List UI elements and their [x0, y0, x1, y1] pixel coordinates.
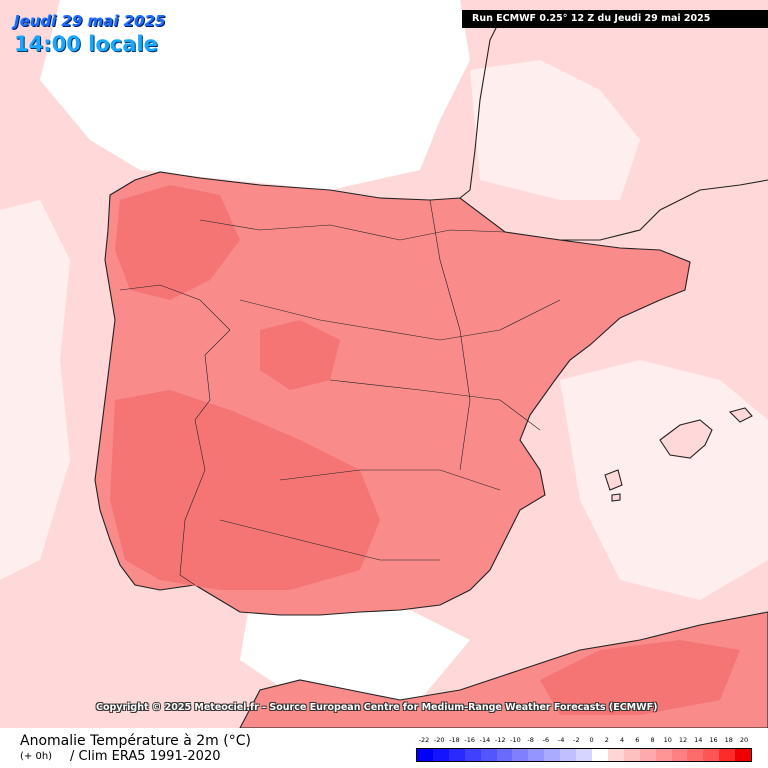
- legend-swatch: [464, 749, 481, 761]
- legend-swatch: [735, 749, 752, 761]
- legend-label: 8: [650, 736, 655, 744]
- near-zero-area-biscay: [40, 0, 470, 190]
- legend-label: 12: [678, 736, 688, 744]
- legend-label: -16: [464, 736, 476, 744]
- map-title: Anomalie Température à 2m (°C): [20, 733, 251, 749]
- majorca-island: [659, 419, 713, 459]
- ibiza-island: [604, 469, 623, 491]
- legend-swatch: [417, 749, 433, 761]
- legend-swatch: [607, 749, 624, 761]
- legend-label: -22: [418, 736, 430, 744]
- warm-area-southwest-france: [470, 180, 768, 270]
- france-coast: [459, 19, 768, 241]
- legend-swatch: [512, 749, 529, 761]
- legend-swatch: [432, 749, 449, 761]
- legend-label: -2: [573, 736, 580, 744]
- legend-label: 2: [604, 736, 609, 744]
- forecast-date: Jeudi 29 mai 2025: [14, 12, 166, 30]
- legend-swatch: [544, 749, 561, 761]
- near-zero-area-atlantic: [0, 200, 70, 580]
- portugal-border: [119, 284, 231, 586]
- legend-swatch: [448, 749, 465, 761]
- legend-label: -18: [449, 736, 460, 744]
- hot-area-north-africa: [540, 640, 740, 715]
- legend-swatch: [703, 749, 720, 761]
- copyright-notice: Copyright © 2025 Meteociel.fr - Source E…: [96, 702, 658, 713]
- forecast-step: (+ 0h): [20, 751, 53, 762]
- legend-label: 10: [663, 736, 672, 744]
- legend-swatch: [591, 749, 608, 761]
- legend-swatch: [655, 749, 672, 761]
- legend-swatch: [687, 749, 704, 761]
- legend-label: -6: [542, 736, 550, 744]
- legend-label: 0: [589, 736, 594, 744]
- legend-label: -12: [494, 736, 506, 744]
- legend-label: -8: [527, 736, 534, 744]
- legend-swatch: [528, 749, 545, 761]
- legend-label: 18: [724, 736, 733, 744]
- legend-swatch: [496, 749, 513, 761]
- legend-label: 20: [739, 736, 749, 744]
- near-zero-area-balearic: [560, 360, 768, 600]
- legend-swatch: [623, 749, 640, 761]
- hot-area-center: [260, 320, 340, 390]
- hot-area-southwest: [110, 390, 380, 590]
- map-footer: Anomalie Température à 2m (°C) (+ 0h) / …: [0, 728, 768, 768]
- legend-label: -4: [557, 736, 565, 744]
- legend-color-bar: [416, 748, 752, 762]
- legend-swatch: [480, 749, 497, 761]
- menorca-island: [728, 407, 753, 423]
- legend-swatch: [671, 749, 688, 761]
- legend-swatch: [560, 749, 577, 761]
- legend-swatch: [719, 749, 736, 761]
- near-zero-area-france: [470, 60, 640, 200]
- legend-label: 4: [620, 736, 625, 744]
- near-zero-area-alboran: [240, 600, 470, 700]
- hot-area-northwest: [115, 185, 240, 300]
- color-legend: -22 -20 -18 -16 -14 -12 -10 -8 -6 -4 -2 0 2 4 6 8 10 12 14…: [416, 736, 752, 764]
- legend-swatch: [639, 749, 656, 761]
- legend-labels: -22 -20 -18 -16 -14 -12 -10 -8 -6 -4 -2 0 2 4 6 8 10 12 14…: [416, 736, 752, 746]
- forecast-time: 14:00 locale: [14, 32, 158, 56]
- legend-label: 14: [694, 736, 703, 744]
- model-run-label: Run ECMWF 0.25° 12 Z du Jeudi 29 mai 202…: [462, 10, 768, 28]
- climatology-reference: / Clim ERA5 1991-2020: [70, 749, 221, 764]
- temperature-anomaly-map: [0, 0, 768, 728]
- legend-label: 6: [635, 736, 640, 744]
- legend-swatch: [576, 749, 592, 761]
- legend-label: -10: [510, 736, 521, 744]
- legend-label: 16: [709, 736, 718, 744]
- region-borders: [199, 199, 561, 561]
- legend-label: -14: [479, 736, 491, 744]
- legend-label: -20: [433, 736, 445, 744]
- formentera-island: [611, 493, 621, 502]
